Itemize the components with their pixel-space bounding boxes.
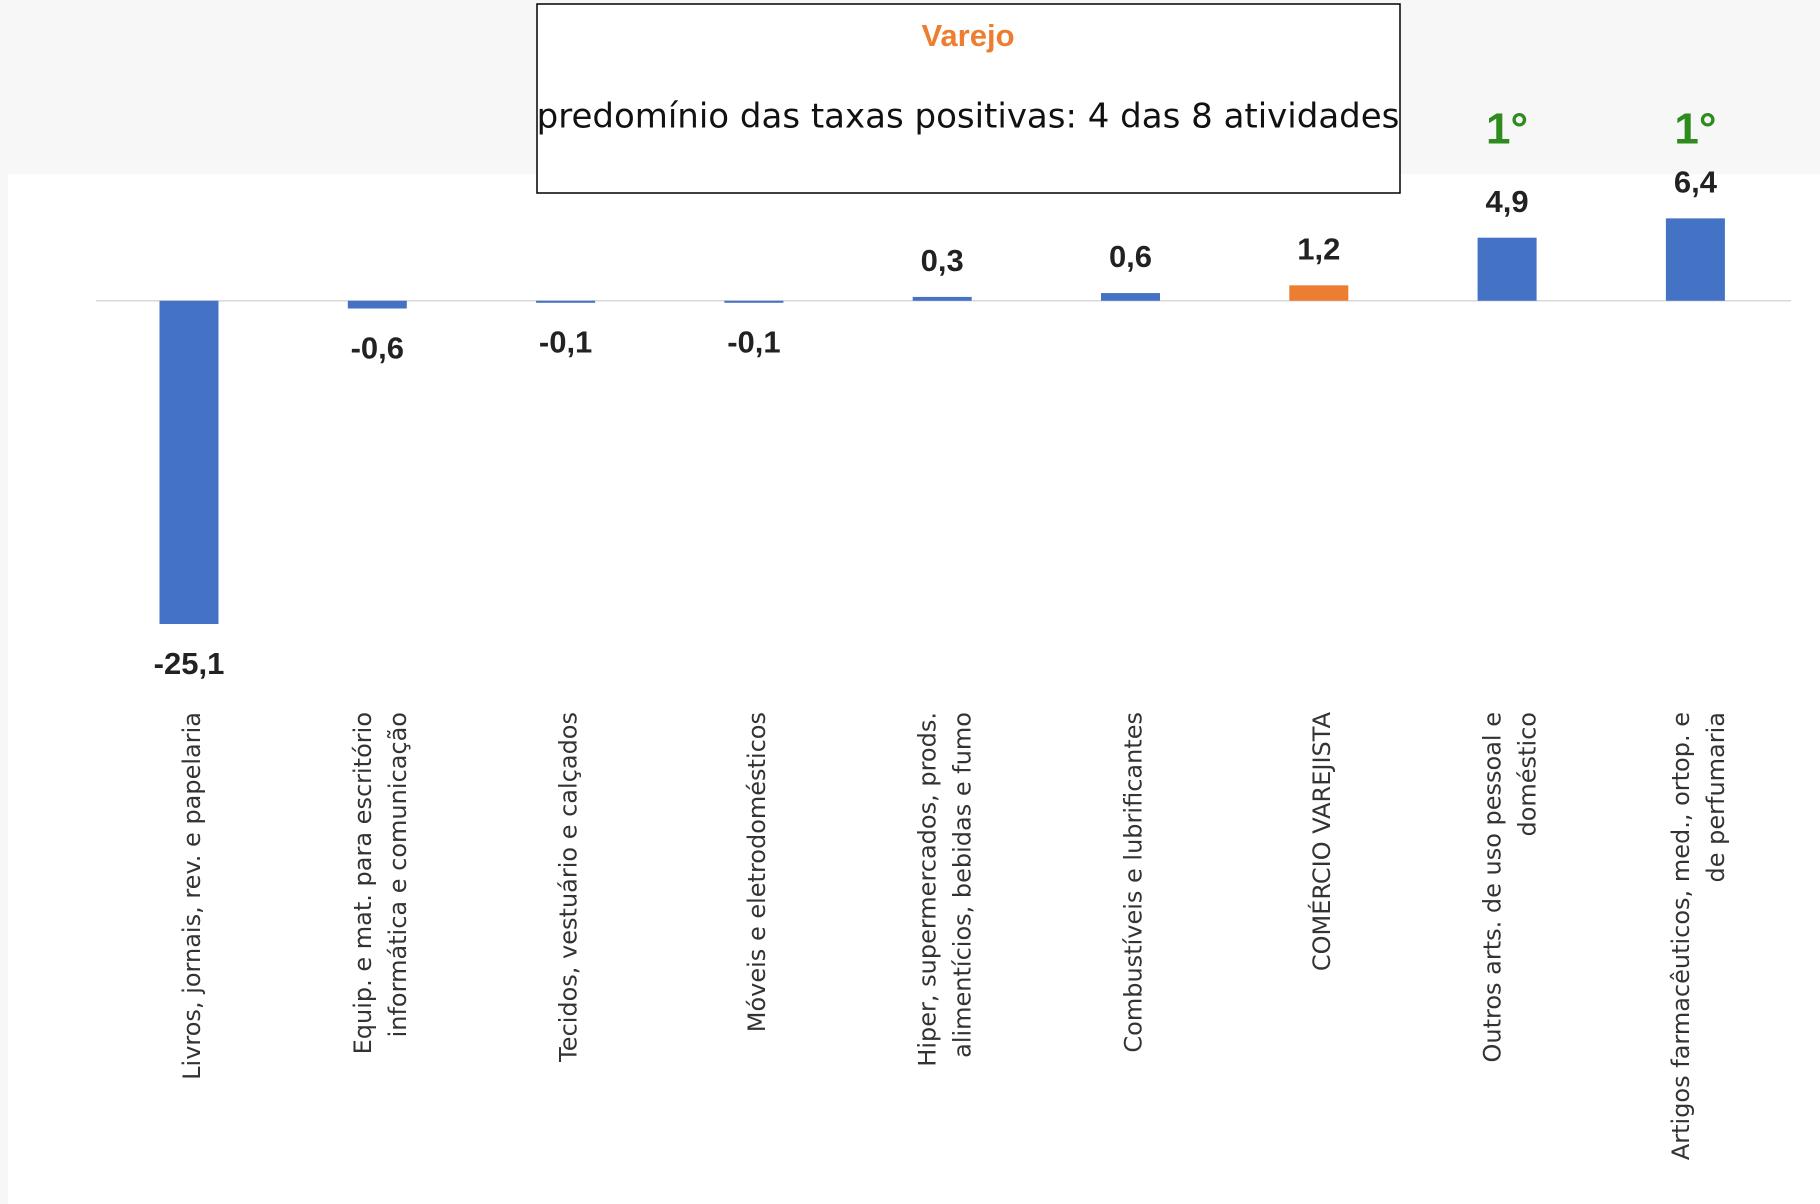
bar [347,300,407,309]
bar [724,300,784,303]
value-label: -0,1 [727,324,780,359]
chart-background [8,174,1820,1204]
bar [1665,218,1725,301]
rank-label: 1° [1486,105,1528,154]
x-tick-label: Móveis e eletrodomésticos [743,712,771,1032]
x-tick-label: COMÉRCIO VAREJISTA [1307,711,1336,971]
annotation-box [536,3,1401,194]
x-tick-label: Outros arts. de uso pessoal e doméstico [1479,712,1542,1063]
value-label: -25,1 [154,646,225,681]
box-title: Varejo [921,18,1014,53]
bar [1477,237,1537,301]
bar [159,300,219,625]
bar [1289,285,1349,301]
bar [536,300,596,303]
x-tick-label: Hiper, supermercados, prods. alimentícios… [914,712,977,1067]
box-text: predomínio das taxas positivas: 4 das 8 … [537,97,1400,137]
x-tick-label: Livros, jornais, rev. e papelaria [178,712,206,1080]
value-label: 4,9 [1486,184,1529,219]
bar [912,296,972,301]
value-label: -0,1 [539,324,592,359]
value-label: 0,6 [1109,239,1152,274]
value-label: -0,6 [351,331,404,366]
value-label: 6,4 [1674,165,1718,200]
value-label: 0,3 [921,243,964,278]
x-tick-label: Artigos farmacêuticos, med., ortop. e de … [1667,712,1730,1160]
x-tick-label: Tecidos, vestuário e calçados [555,712,583,1063]
bar [1101,293,1160,301]
value-label: 1,2 [1297,232,1340,267]
x-tick-label: Equip. e mat. para escritório informática… [349,712,412,1054]
rank-label: 1° [1674,105,1716,154]
x-tick-label: Combustíveis e lubrificantes [1120,712,1148,1053]
